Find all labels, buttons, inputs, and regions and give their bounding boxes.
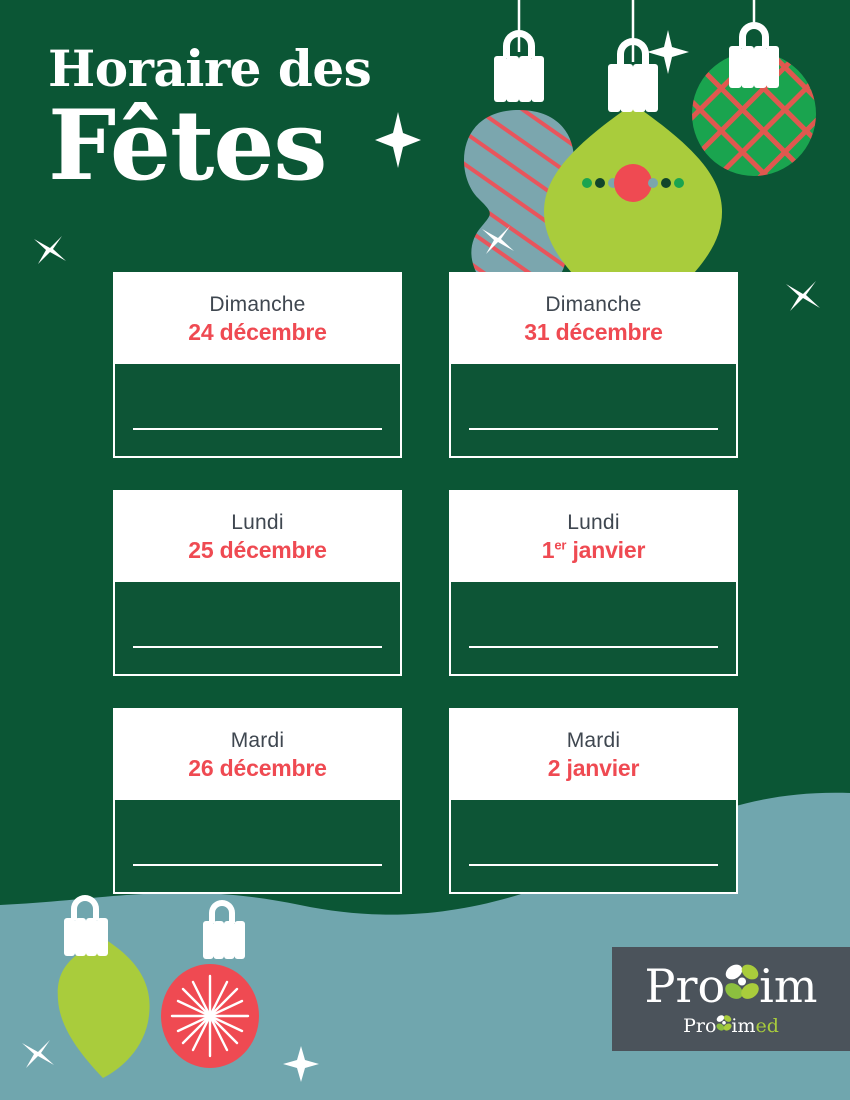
lattice-ball-ornament [692,22,816,176]
logo-sub-wordmark: Pro im ed [683,1014,779,1037]
card-hours-body[interactable] [451,362,736,456]
hours-write-line [133,646,382,648]
card-date-month: décembre [219,754,327,781]
title-line-2: Fêtes [48,89,327,202]
card-date-number: 26 [188,754,214,781]
card-hours-body[interactable] [115,362,400,456]
page-title: Horaire des Fêtes [48,39,372,202]
card-date-month: janvier [566,754,640,781]
schedule-card[interactable]: Lundi 25 décembre [113,490,402,676]
proxim-logo[interactable]: Pro im Pro [612,947,850,1051]
card-header: Dimanche 24 décembre [115,274,400,362]
card-date-label: 26 décembre [188,754,327,783]
card-day-label: Lundi [231,510,284,534]
logo-sub-mid: im [731,1014,756,1037]
card-date-label: 1er janvier [541,536,646,565]
logo-sub-end: ed [755,1014,779,1037]
logo-wordmark: Pro im [645,962,818,1010]
card-header: Mardi 2 janvier [451,710,736,798]
hours-write-line [133,428,382,430]
schedule-card[interactable]: Mardi 26 décembre [113,708,402,894]
red-ball-ornament [161,900,259,1068]
card-day-label: Mardi [230,728,285,752]
card-day-label: Dimanche [209,292,306,316]
card-day-label: Lundi [567,510,620,534]
card-hours-body[interactable] [115,798,400,892]
lime-teardrop-ornament-bottom [57,895,150,1078]
logo-text-after: im [759,958,818,1013]
card-day-label: Mardi [566,728,621,752]
card-header: Lundi 1er janvier [451,492,736,580]
card-date-number: 31 [524,318,550,345]
hours-write-line [133,864,382,866]
schedule-card[interactable]: Mardi 2 janvier [449,708,738,894]
x-mark-icon [22,1040,54,1068]
logo-butterfly-x-icon [725,962,759,1002]
card-date-suffix: er [554,536,567,552]
card-date-month: décembre [219,318,327,345]
card-date-number: 1 [541,536,555,563]
sparkle-icon [283,1046,319,1082]
card-header: Lundi 25 décembre [115,492,400,580]
schedule-card[interactable]: Lundi 1er janvier [449,490,738,676]
striped-onion-ornament [463,30,575,310]
card-date-month: décembre [555,318,663,345]
logo-sub-butterfly-x-icon [716,1014,732,1032]
card-date-number: 25 [188,536,214,563]
card-date-label: 24 décembre [188,318,327,347]
x-mark-icon [786,281,820,311]
card-date-label: 31 décembre [524,318,663,347]
hours-write-line [469,428,718,430]
card-header: Dimanche 31 décembre [451,274,736,362]
card-hours-body[interactable] [451,798,736,892]
x-mark-icon [482,226,514,254]
x-mark-icon [34,236,66,264]
logo-sub-before: Pro [683,1014,717,1037]
sparkle-icon [375,112,421,168]
card-date-month: janvier [572,536,646,563]
card-hours-body[interactable] [115,580,400,674]
card-date-label: 2 janvier [548,754,640,783]
logo-text-before: Pro [644,958,726,1013]
card-day-label: Dimanche [545,292,642,316]
card-hours-body[interactable] [451,580,736,674]
hours-write-line [469,864,718,866]
card-header: Mardi 26 décembre [115,710,400,798]
card-date-number: 24 [188,318,214,345]
card-date-month: décembre [219,536,327,563]
schedule-card-grid: Dimanche 24 décembre Dimanche 31 décembr… [113,272,738,894]
schedule-card[interactable]: Dimanche 31 décembre [449,272,738,458]
card-date-label: 25 décembre [188,536,327,565]
title-line-1: Horaire des [48,39,372,98]
card-date-number: 2 [547,754,561,781]
schedule-card[interactable]: Dimanche 24 décembre [113,272,402,458]
hours-write-line [469,646,718,648]
sparkle-icon [647,30,689,74]
